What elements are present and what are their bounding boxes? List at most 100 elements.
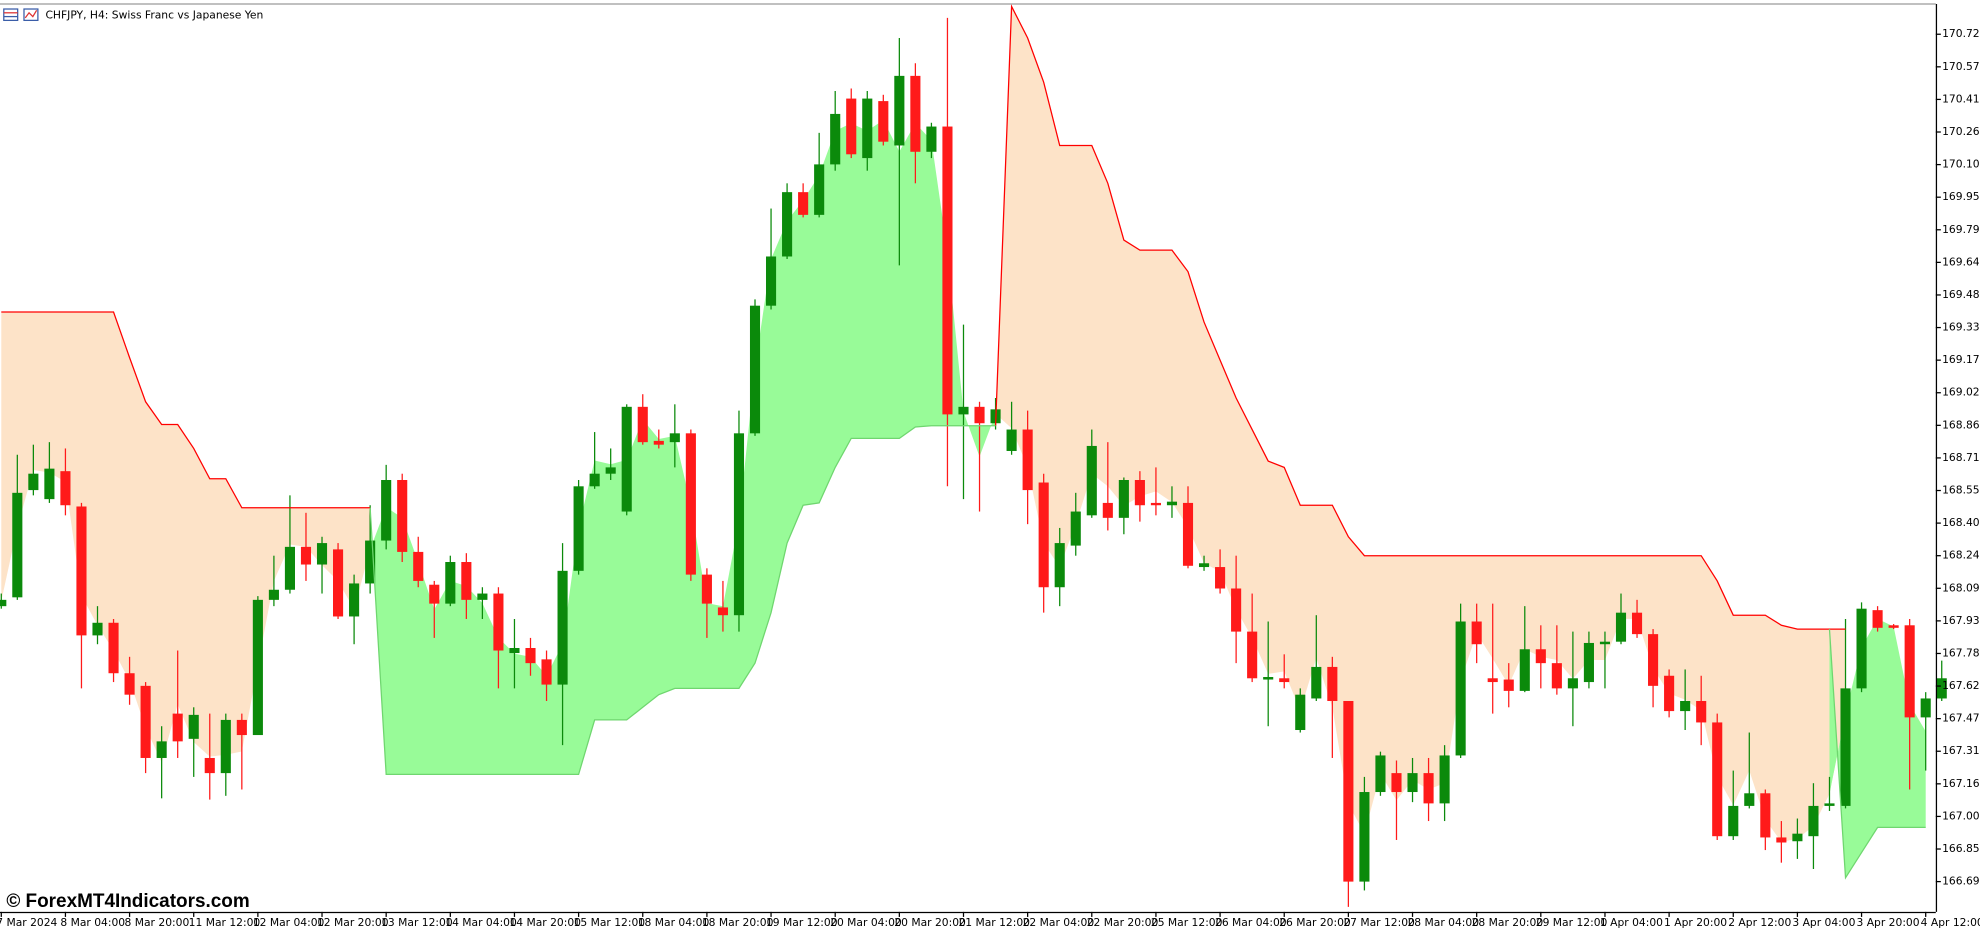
x-tick-label: 28 Mar 20:00 — [1472, 916, 1544, 929]
candle-body — [1455, 621, 1466, 756]
y-tick-label: 167.935 — [1942, 614, 1980, 627]
y-tick-label: 167.470 — [1942, 712, 1980, 725]
candle-body — [862, 98, 873, 159]
candle-body — [1487, 678, 1498, 683]
candle-body — [958, 406, 969, 415]
candle-body — [798, 192, 809, 215]
candle-body — [140, 685, 151, 758]
candle-body — [1439, 755, 1450, 804]
candle-body — [1936, 678, 1947, 699]
candle-body — [397, 479, 408, 552]
candle-body — [1760, 793, 1771, 838]
candle-body — [621, 406, 632, 512]
candle-body — [1343, 700, 1354, 882]
line-layer — [1, 4, 1926, 880]
candle-body — [942, 126, 953, 415]
candle-body — [477, 593, 488, 600]
y-tick-label: 167.005 — [1942, 809, 1980, 822]
y-tick-label: 168.865 — [1942, 418, 1980, 431]
candle-body — [541, 659, 552, 685]
candle-body — [1471, 621, 1482, 645]
candle-body — [605, 467, 616, 474]
candle-body — [1375, 755, 1386, 793]
candle-body — [268, 589, 279, 600]
candle-body — [381, 479, 392, 541]
x-tick-label: 13 Mar 12:00 — [381, 916, 453, 929]
candle-body — [733, 433, 745, 616]
candle-body — [172, 713, 183, 742]
candle-body — [284, 546, 295, 590]
candle-body — [1279, 678, 1290, 683]
x-tick-label: 27 Mar 12:00 — [1343, 916, 1415, 929]
candle-body — [653, 440, 664, 445]
candle-body — [1327, 666, 1338, 701]
candle-body — [717, 607, 728, 616]
y-tick-label: 169.175 — [1942, 353, 1980, 366]
candle-body — [461, 562, 472, 600]
candle-body — [1664, 675, 1675, 712]
x-tick-label: 20 Mar 04:00 — [830, 916, 902, 929]
candle-body — [1631, 612, 1643, 635]
y-tick-label: 168.710 — [1942, 451, 1980, 464]
x-tick-label: 21 Mar 12:00 — [958, 916, 1030, 929]
candle-body — [765, 256, 777, 306]
candle-body — [1680, 700, 1691, 712]
candle-body — [1134, 479, 1145, 506]
x-tick-label: 25 Mar 12:00 — [1151, 916, 1223, 929]
x-tick-label: 18 Mar 04:00 — [638, 916, 710, 929]
candle-body — [413, 551, 424, 581]
y-tick-label: 170.570 — [1942, 60, 1980, 73]
y-tick-label: 170.415 — [1942, 92, 1980, 105]
x-tick-label: 22 Mar 20:00 — [1087, 916, 1159, 929]
candle-body — [1744, 793, 1755, 806]
y-tick-label: 167.625 — [1942, 679, 1980, 692]
candle-body — [1182, 502, 1194, 566]
candle-body — [1391, 773, 1402, 793]
x-tick-label: 26 Mar 04:00 — [1215, 916, 1287, 929]
y-tick-label: 168.555 — [1942, 484, 1980, 497]
candle-body — [749, 305, 761, 434]
y-tick-label: 169.020 — [1942, 386, 1980, 399]
candle-body — [156, 741, 167, 758]
y-tick-label: 167.315 — [1942, 744, 1980, 757]
candle-body — [12, 492, 23, 598]
candle-body — [1904, 625, 1915, 718]
watermark: © ForexMT4Indicators.com — [6, 891, 249, 912]
header-icons — [3, 8, 39, 22]
candle-body — [1359, 792, 1370, 882]
y-tick-label: 168.245 — [1942, 549, 1980, 562]
x-tick-label: 4 Apr 12:00 — [1921, 916, 1980, 929]
candle-body — [1054, 543, 1065, 588]
band-fill — [1, 311, 371, 763]
candle-body — [669, 433, 680, 443]
y-tick-label: 170.260 — [1942, 125, 1980, 138]
candle-body — [1503, 679, 1514, 691]
candle-body — [1215, 567, 1226, 589]
x-tick-label: 3 Apr 20:00 — [1857, 916, 1920, 929]
x-tick-label: 7 Mar 2024 — [0, 916, 58, 929]
candle-body — [1231, 588, 1242, 632]
icon — [3, 8, 19, 22]
y-tick-label: 167.780 — [1942, 646, 1980, 659]
x-tick-label: 26 Mar 20:00 — [1279, 916, 1351, 929]
candle-body — [445, 562, 456, 604]
candle-body — [1407, 773, 1418, 793]
candle-body — [1824, 803, 1835, 806]
candle-body — [1551, 663, 1562, 689]
candle-body — [0, 599, 7, 607]
candle-body — [573, 486, 584, 571]
x-tick-label: 3 Apr 04:00 — [1792, 916, 1855, 929]
candle-body — [1599, 641, 1611, 645]
candle-body — [124, 673, 135, 695]
y-tick-label: 168.400 — [1942, 516, 1980, 529]
candle-body — [1311, 666, 1322, 699]
candle-body — [1840, 688, 1851, 806]
candle-body — [1519, 649, 1530, 691]
candle-body — [252, 599, 263, 736]
x-tick-label: 14 Mar 20:00 — [509, 916, 581, 929]
y-tick-label: 167.160 — [1942, 777, 1980, 790]
band-fill — [995, 6, 1846, 842]
y-tick-label: 169.485 — [1942, 288, 1980, 301]
x-tick-label: 19 Mar 12:00 — [766, 916, 838, 929]
